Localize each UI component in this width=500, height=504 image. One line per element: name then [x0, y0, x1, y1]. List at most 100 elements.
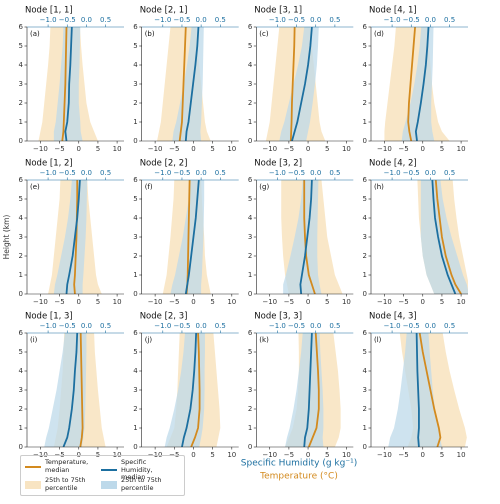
x2-tick-label: 0.5 — [100, 169, 111, 177]
panel-title: Node [3, 2] — [254, 159, 302, 169]
plot-area — [388, 333, 467, 447]
legend-swatch — [101, 480, 117, 489]
median-line — [73, 180, 79, 294]
panel-title: Node [4, 2] — [369, 159, 417, 169]
median-line — [181, 333, 198, 447]
x2-tick-label: 0.0 — [425, 322, 436, 330]
x2-tick-label: −1.0 — [384, 322, 401, 330]
legend: Temperature, median 25th to 75th percenti… — [20, 455, 185, 496]
x2-tick-label: 0.0 — [310, 322, 321, 330]
legend-label: Specific Humidity, median — [121, 458, 153, 481]
x-tick-label: −10 — [33, 145, 48, 153]
y-tick-label: 5 — [133, 348, 137, 356]
x-tick-label: 0 — [191, 145, 195, 153]
y-tick-label: 3 — [248, 80, 252, 88]
x-tick-label: 5 — [325, 298, 329, 306]
iqr-band — [420, 180, 468, 294]
panel-title: Node [1, 2] — [25, 159, 73, 169]
plot-area — [265, 27, 326, 141]
legend-label: Temperature, median — [45, 458, 89, 474]
median-line — [65, 180, 81, 294]
y-tick-label: 4 — [133, 214, 138, 222]
x-tick-label: −5 — [54, 298, 64, 306]
y-tick-label: 5 — [19, 348, 23, 356]
y-tick-label: 2 — [133, 405, 137, 413]
y-tick-label: 3 — [133, 386, 137, 394]
plot-area — [285, 333, 341, 447]
y-tick-label: 4 — [363, 61, 368, 69]
iqr-band — [44, 333, 87, 447]
x2-tick-label: −1.0 — [40, 16, 57, 24]
y-tick-label: 4 — [133, 61, 138, 69]
x-tick-label: 0 — [191, 298, 195, 306]
y-tick-label: 5 — [19, 42, 23, 50]
panel-title: Node [3, 3] — [254, 312, 302, 322]
y-tick-label: 1 — [248, 271, 252, 279]
plot-area — [44, 333, 106, 447]
x2-tick-label: −1.0 — [40, 169, 57, 177]
panel: 0 1 2 3 4 5 6 −10 −5 0 5 10 −1.0 −0.5 0.0 0.5 Node [1, 1… — [19, 6, 124, 153]
plot-area — [157, 27, 211, 141]
x-tick-label: 10 — [457, 298, 466, 306]
x2-tick-label: 0.5 — [329, 322, 340, 330]
panel-title: Node [2, 2] — [140, 159, 188, 169]
x2-tick-label: −1.0 — [40, 322, 57, 330]
x-tick-label: −5 — [398, 451, 408, 459]
median-line — [190, 333, 201, 447]
x2-tick-label: 0.0 — [196, 322, 207, 330]
y-tick-label: 4 — [19, 367, 24, 375]
x-tick-label: −5 — [169, 298, 179, 306]
x2-tick-label: 0.5 — [329, 169, 340, 177]
y-tick-label: 4 — [248, 214, 253, 222]
legend-label: 25th to 75th percentile — [45, 476, 86, 492]
plot-area — [162, 180, 211, 294]
y-tick-label: 5 — [363, 195, 367, 203]
x2-tick-label: 0.0 — [196, 16, 207, 24]
x-tick-label: 5 — [96, 145, 100, 153]
median-line — [184, 27, 200, 141]
x-tick-label: −10 — [262, 298, 277, 306]
y-tick-label: 5 — [248, 195, 252, 203]
x2-tick-label: 0.5 — [100, 16, 111, 24]
y-tick-label: 1 — [133, 424, 137, 432]
median-line — [407, 27, 416, 141]
y-tick-label: 1 — [19, 271, 23, 279]
median-line — [62, 333, 79, 447]
x-tick-label: 0 — [191, 451, 195, 459]
plot-area — [38, 27, 98, 141]
y-tick-label: 0 — [19, 443, 23, 451]
x2-tick-label: −0.5 — [59, 322, 76, 330]
y-tick-label: 6 — [248, 329, 253, 337]
x-tick-label: 0 — [421, 298, 425, 306]
plot-area — [281, 180, 343, 294]
panel-label: (a) — [30, 30, 40, 38]
x-tick-label: −5 — [284, 451, 294, 459]
x-tick-label: −10 — [377, 298, 392, 306]
y-tick-label: 2 — [248, 405, 252, 413]
y-tick-label: 5 — [248, 348, 252, 356]
legend-item: 25th to 75th percentile — [25, 476, 97, 492]
x2-tick-label: 0.5 — [329, 16, 340, 24]
median-line — [289, 27, 296, 141]
y-tick-label: 2 — [19, 252, 23, 260]
y-tick-label: 1 — [363, 118, 367, 126]
y-tick-label: 3 — [133, 80, 137, 88]
x-tick-label: 10 — [457, 145, 466, 153]
y-tick-label: 0 — [363, 290, 367, 298]
x-tick-label: 5 — [440, 298, 444, 306]
median-line — [303, 333, 313, 447]
y-tick-label: 0 — [133, 137, 137, 145]
y-tick-label: 2 — [248, 99, 252, 107]
x2-tick-label: 0.0 — [425, 16, 436, 24]
iqr-band — [283, 180, 322, 294]
y-tick-label: 2 — [19, 99, 23, 107]
x2-axis-title: Specific Humidity (g kg⁻¹) — [241, 459, 357, 469]
median-line — [414, 27, 430, 141]
x-tick-label: 10 — [113, 145, 122, 153]
y-tick-label: 1 — [363, 271, 367, 279]
median-line — [299, 180, 313, 294]
x2-tick-label: −0.5 — [403, 16, 420, 24]
